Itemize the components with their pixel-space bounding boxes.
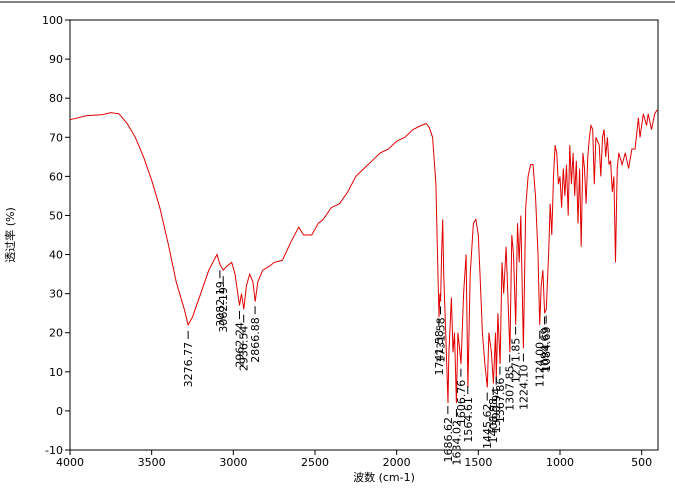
peak-label: 1741.58 <box>433 330 446 376</box>
y-tick-label: 0 <box>56 405 63 418</box>
peak-label: 3276.77 <box>182 342 195 388</box>
plot-frame <box>69 19 659 451</box>
x-tick-label: 2500 <box>301 456 329 469</box>
peak-label: 1445.62 <box>481 403 494 449</box>
peak-label: 2962.24 <box>234 322 247 368</box>
y-tick-label: 30 <box>49 288 63 301</box>
x-tick-label: 1000 <box>546 456 574 469</box>
x-axis-label: 波数 (cm-1) <box>353 471 415 484</box>
peak-label: 1634.02 <box>450 420 463 466</box>
peak-label: 1271.85 <box>510 338 523 384</box>
y-tick-label: 40 <box>49 249 63 262</box>
x-tick-label: 1500 <box>464 456 492 469</box>
y-tick-label: 70 <box>49 131 63 144</box>
x-tick-label: 3000 <box>219 456 247 469</box>
peak-label: 1367.86 <box>494 378 507 424</box>
y-tick-label: -10 <box>45 444 63 457</box>
peak-label: 1731.58 <box>435 317 448 363</box>
peak-label: 3062.19 <box>217 287 230 333</box>
x-tick-label: 4000 <box>56 456 84 469</box>
peak-label: 1564.61 <box>462 397 475 443</box>
y-tick-label: 80 <box>49 92 63 105</box>
peak-label: 1094.69 <box>539 327 552 373</box>
peak-label: 1606.76 <box>455 380 468 426</box>
y-axis-label: 透过率 (%) <box>3 207 17 263</box>
peak-label: 1686.62 <box>442 417 455 463</box>
x-tick-label: 2000 <box>383 456 411 469</box>
y-tick-label: 90 <box>49 53 63 66</box>
y-tick-label: 20 <box>49 327 63 340</box>
y-tick-label: 100 <box>42 14 63 27</box>
peak-label: 2866.88 <box>249 317 262 363</box>
peak-label: 1307.85 <box>504 365 517 411</box>
peak-label: 1408.98 <box>487 398 500 444</box>
y-tick-label: 50 <box>49 209 63 222</box>
peak-label: 1084.69 <box>540 327 553 373</box>
peak-label: 1124.00 <box>534 342 547 388</box>
y-tick-label: 60 <box>49 170 63 183</box>
peak-label: 1224.10 <box>517 365 530 411</box>
peak-label: 2936.54 <box>238 326 251 372</box>
y-tick-label: 10 <box>49 366 63 379</box>
peak-label: 3082.19 <box>214 281 227 327</box>
x-tick-label: 3500 <box>138 456 166 469</box>
spectrum-line <box>69 109 658 404</box>
x-tick-label: 500 <box>631 456 652 469</box>
peak-label: 1390.94 <box>490 388 503 434</box>
